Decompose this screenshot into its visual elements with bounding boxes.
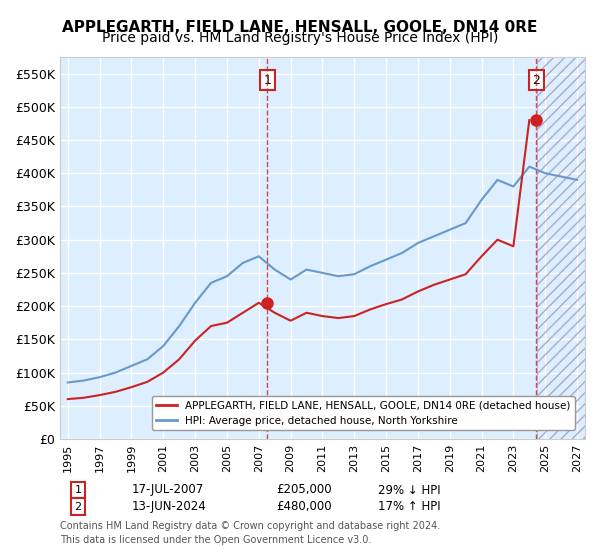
Text: APPLEGARTH, FIELD LANE, HENSALL, GOOLE, DN14 0RE: APPLEGARTH, FIELD LANE, HENSALL, GOOLE, … — [62, 20, 538, 35]
Text: 2: 2 — [74, 502, 82, 512]
Text: 29% ↓ HPI: 29% ↓ HPI — [378, 483, 440, 497]
Legend: APPLEGARTH, FIELD LANE, HENSALL, GOOLE, DN14 0RE (detached house), HPI: Average : APPLEGARTH, FIELD LANE, HENSALL, GOOLE, … — [152, 396, 575, 430]
Text: Contains HM Land Registry data © Crown copyright and database right 2024.
This d: Contains HM Land Registry data © Crown c… — [60, 521, 440, 545]
Text: Price paid vs. HM Land Registry's House Price Index (HPI): Price paid vs. HM Land Registry's House … — [102, 31, 498, 45]
Text: 1: 1 — [74, 485, 82, 495]
Text: 2: 2 — [533, 74, 541, 87]
Bar — [537, 57, 585, 439]
Text: 13-JUN-2024: 13-JUN-2024 — [132, 500, 207, 514]
Text: £205,000: £205,000 — [276, 483, 332, 497]
Text: 1: 1 — [263, 74, 271, 87]
Text: £480,000: £480,000 — [276, 500, 332, 514]
Bar — [537, 57, 585, 439]
Text: 17-JUL-2007: 17-JUL-2007 — [132, 483, 204, 497]
Text: 17% ↑ HPI: 17% ↑ HPI — [378, 500, 440, 514]
